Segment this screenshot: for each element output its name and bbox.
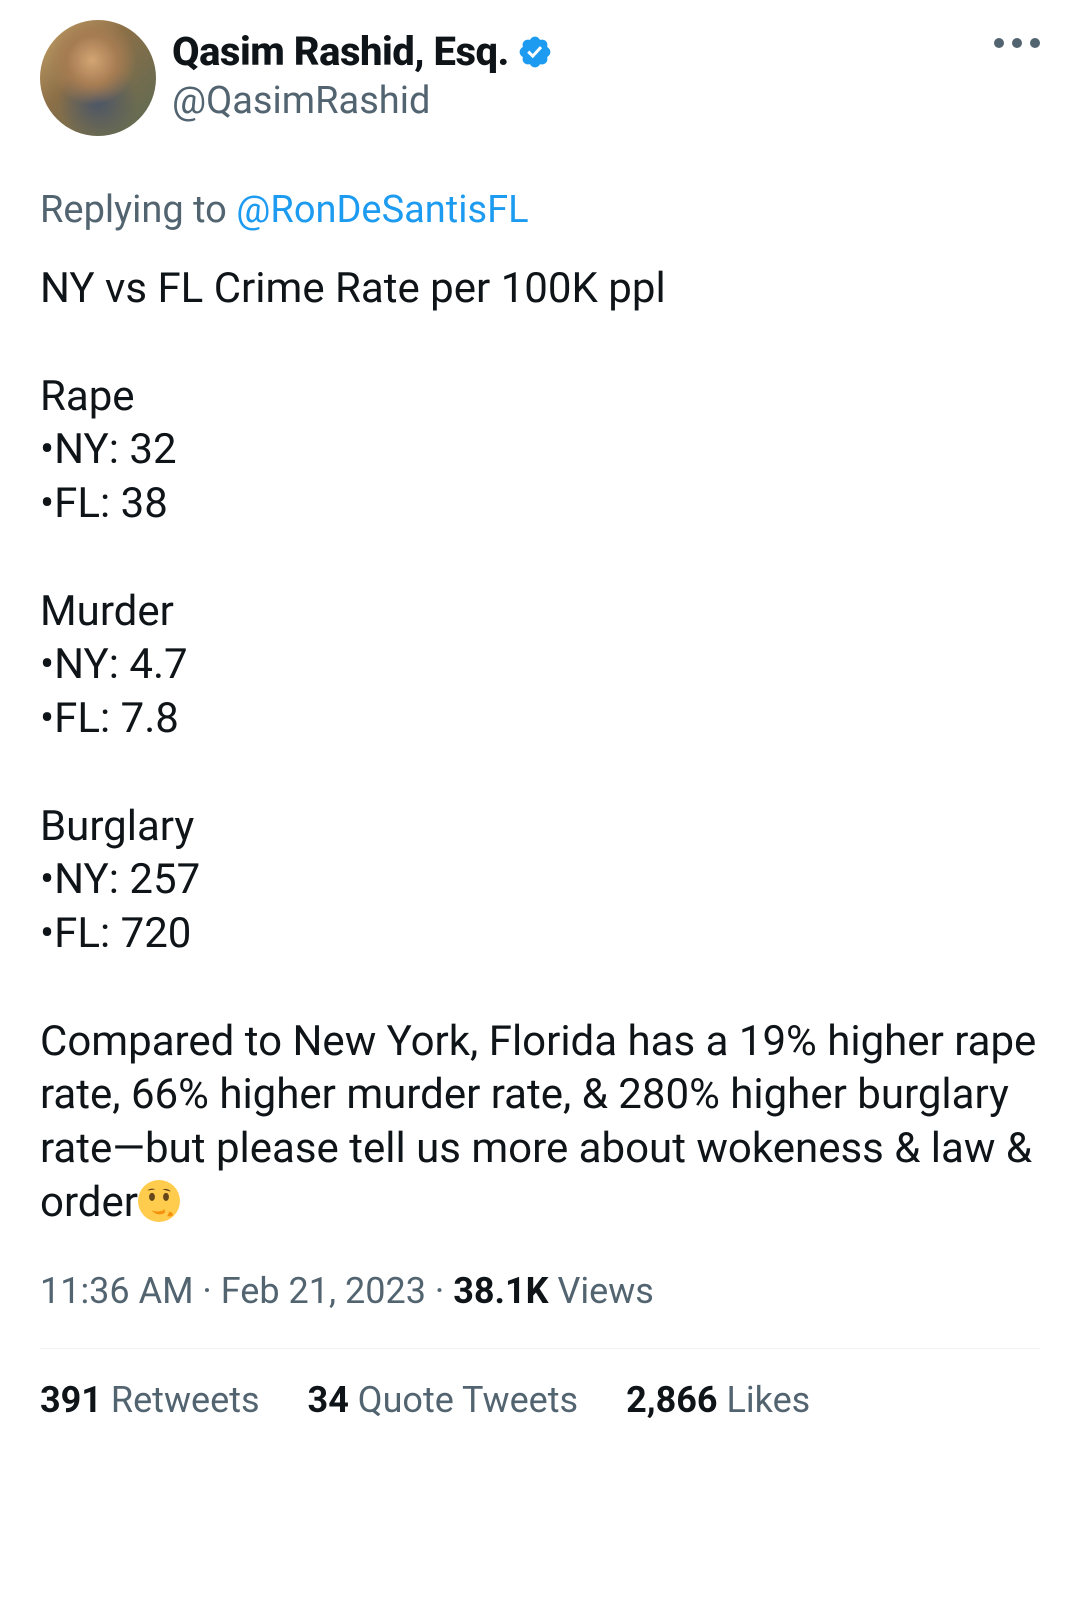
reply-prefix: Replying to (40, 188, 236, 232)
reply-context: Replying to @RonDeSantisFL (40, 188, 1040, 232)
tweet-body-text: NY vs FL Crime Rate per 100K ppl Rape •N… (40, 264, 1047, 1227)
meta-sep-1: · (194, 1270, 221, 1312)
tweet-time[interactable]: 11:36 AM (40, 1270, 194, 1312)
divider (40, 1348, 1040, 1349)
engagement-stats: 391 Retweets 34 Quote Tweets 2,866 Likes (40, 1379, 1040, 1421)
tweet-meta: 11:36 AM · Feb 21, 2023 · 38.1K Views (40, 1270, 1040, 1312)
tweet-header: Qasim Rashid, Esq. @QasimRashid (40, 20, 1040, 136)
meta-sep-2: · (426, 1270, 453, 1312)
views-label: Views (557, 1270, 653, 1312)
retweets-label: Retweets (111, 1379, 260, 1421)
likes-label: Likes (727, 1379, 811, 1421)
reply-mention[interactable]: @RonDeSantisFL (236, 188, 528, 232)
verified-badge-icon (517, 34, 553, 70)
display-name: Qasim Rashid, Esq. (172, 28, 509, 75)
tweet-date[interactable]: Feb 21, 2023 (221, 1270, 426, 1312)
author-block: Qasim Rashid, Esq. @QasimRashid (172, 20, 553, 123)
views-count: 38.1K (453, 1270, 548, 1312)
more-options-icon[interactable] (994, 38, 1040, 48)
retweets-count: 391 (40, 1379, 102, 1421)
quotes-count: 34 (308, 1379, 349, 1421)
avatar[interactable] (40, 20, 156, 136)
quotes-label: Quote Tweets (358, 1379, 578, 1421)
thinking-face-emoji (138, 1180, 180, 1222)
likes-stat[interactable]: 2,866 Likes (626, 1379, 810, 1421)
handle[interactable]: @QasimRashid (172, 79, 553, 123)
likes-count: 2,866 (626, 1379, 717, 1421)
quotes-stat[interactable]: 34 Quote Tweets (308, 1379, 579, 1421)
tweet-text: NY vs FL Crime Rate per 100K ppl Rape •N… (40, 262, 1040, 1230)
retweets-stat[interactable]: 391 Retweets (40, 1379, 260, 1421)
display-name-row[interactable]: Qasim Rashid, Esq. (172, 28, 553, 75)
